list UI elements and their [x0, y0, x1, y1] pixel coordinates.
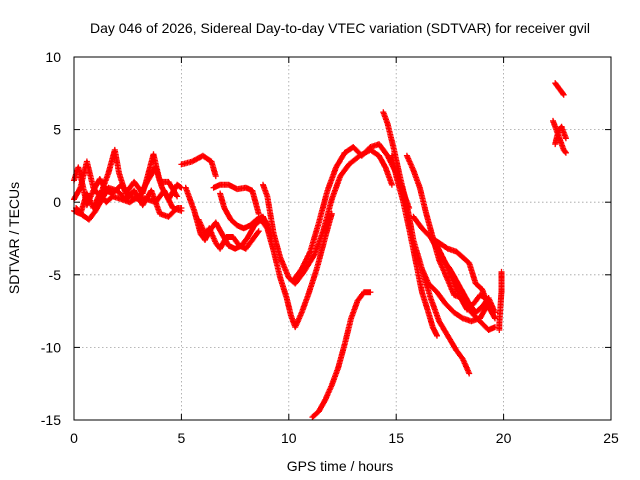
- plot-frame: [73, 56, 612, 421]
- marker-path: [496, 268, 505, 333]
- y-tick-label: -5: [49, 267, 62, 283]
- marker-path: [388, 152, 440, 339]
- series-arc21: [496, 268, 505, 333]
- tick-layer: 0 5 10 15 20 25 -15 -10 -5 0 5 10: [41, 49, 619, 446]
- marker-path: [260, 146, 395, 287]
- y-axis-label: SDTVAR / TECUs: [6, 182, 22, 294]
- grid-layer: [74, 57, 611, 420]
- x-tick-label: 25: [603, 430, 619, 446]
- x-tick-label: 0: [70, 430, 78, 446]
- y-tick-label: 5: [53, 122, 61, 138]
- series-arc19: [419, 266, 473, 377]
- series-arc24: [552, 123, 569, 148]
- marker-path: [178, 152, 219, 180]
- series-arc7: [210, 181, 262, 217]
- series-arc14: [380, 109, 494, 325]
- marker-path: [309, 289, 374, 421]
- marker-path: [182, 184, 258, 252]
- x-tick-label: 20: [496, 430, 512, 446]
- x-axis-label: GPS time / hours: [287, 458, 394, 474]
- x-tick-label: 15: [388, 430, 404, 446]
- marker-path: [210, 181, 262, 217]
- series-arc15: [388, 152, 440, 339]
- y-tick-label: 10: [45, 49, 61, 65]
- marker-path: [552, 80, 567, 98]
- series-arc13: [309, 289, 374, 421]
- x-tick-label: 10: [281, 430, 297, 446]
- data-layer: [71, 80, 569, 421]
- series-arc11: [260, 146, 395, 287]
- marker-path: [380, 109, 494, 325]
- series-arc8: [182, 184, 258, 252]
- chart-title: Day 046 of 2026, Sidereal Day-to-day VTE…: [90, 20, 590, 36]
- x-tick-label: 5: [178, 430, 186, 446]
- series-arc5: [178, 152, 219, 180]
- marker-path: [427, 234, 498, 322]
- marker-path: [73, 184, 185, 223]
- y-tick-label: 0: [53, 194, 61, 210]
- series-arc10: [251, 210, 335, 331]
- series-arc22: [552, 80, 567, 98]
- marker-path: [419, 266, 473, 377]
- y-tick-label: -10: [41, 339, 61, 355]
- series-arc20: [427, 234, 498, 322]
- y-tick-label: -15: [41, 412, 61, 428]
- marker-path: [552, 123, 569, 148]
- marker-path: [251, 210, 335, 331]
- series-arc4: [73, 184, 185, 223]
